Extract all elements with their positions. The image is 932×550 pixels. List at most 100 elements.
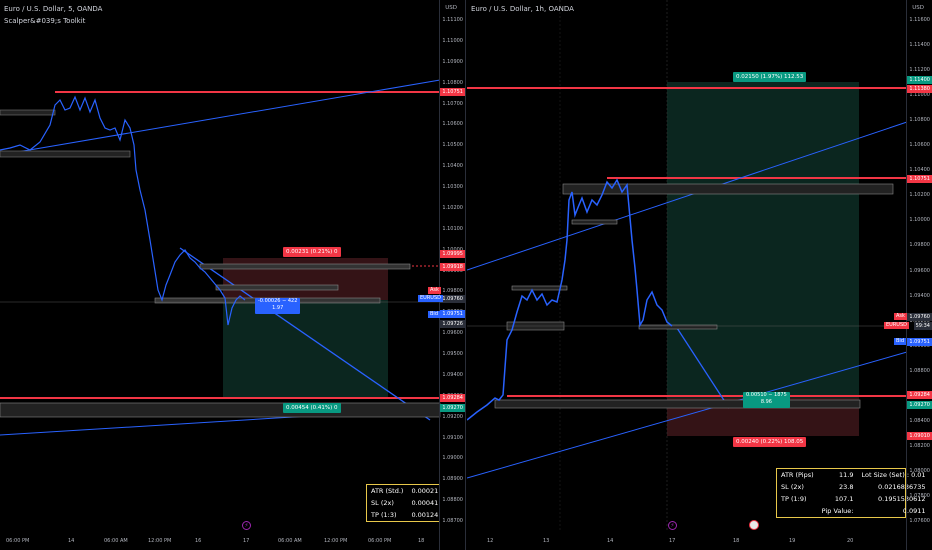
right-chart-panel[interactable]: Euro / U.S. Dollar, 1h, OANDA 0.02150 (1… <box>467 0 932 550</box>
left-time-label: 06:00 AM <box>278 538 302 544</box>
right-time-label: 12 <box>487 538 494 544</box>
left-time-label: 06:00 PM <box>368 538 392 544</box>
right-chart-canvas[interactable] <box>467 0 932 550</box>
right-info-row: SL (2x) 23.8 0.0216836735 <box>777 481 930 493</box>
right-price-tick: 1.11200 <box>909 67 930 74</box>
right-price-tick: 1.10400 <box>909 167 930 174</box>
left-indicator-name[interactable]: Scalper&#039;s Toolkit <box>4 17 86 25</box>
left-info-row: TP (1:3) 0.00124 <box>367 509 442 521</box>
right-price-tick: 1.08800 <box>909 367 930 374</box>
right-info-extra: Lot Size (Set) : 0.01 <box>861 471 926 479</box>
lightning-icon[interactable]: ⚡ <box>242 521 251 530</box>
right-info-extra: 0.1951530612 <box>878 495 926 503</box>
right-time-label: 20 <box>847 538 854 544</box>
left-position-pill: -0.00026 − 422 1.97 <box>255 298 301 314</box>
left-tag-resistance: 1.10751 <box>440 88 465 96</box>
right-ask-label: Ask <box>894 313 907 320</box>
left-time-label: 12:00 PM <box>148 538 172 544</box>
right-price-tick: 1.08200 <box>909 442 930 449</box>
left-time-label: 18 <box>418 538 425 544</box>
left-tag-ask-value: 1.09760 <box>440 295 465 303</box>
right-time-label: 17 <box>669 538 676 544</box>
right-lot-info-box: ATR (Pips) 11.9 Lot Size (Set) : 0.01 SL (… <box>776 468 926 518</box>
right-tag-target2: 1.11380 <box>907 85 932 93</box>
left-price-tick: 1.10900 <box>442 58 463 65</box>
left-price-tick: 1.09500 <box>442 351 463 357</box>
left-tag-stop: 1.09995 <box>440 250 465 258</box>
right-info-label: SL (2x) <box>781 483 804 491</box>
right-chart-title: Euro / U.S. Dollar, 1h, OANDA <box>471 5 574 13</box>
right-symbol-label: EURUSD <box>884 322 909 329</box>
left-position-pill-line1: -0.00026 − 422 <box>258 298 298 304</box>
right-currency-label: USD <box>912 5 924 11</box>
left-info-label: TP (1:3) <box>371 511 397 519</box>
right-price-axis[interactable]: USD 1.11600 1.11400 1.11200 1.11000 1.10800 1… <box>906 0 932 550</box>
right-info-extra: 0.0216836735 <box>878 483 926 491</box>
right-tag-stop: 1.09010 <box>907 432 932 440</box>
left-time-label: 14 <box>68 538 75 544</box>
right-info-value: 23.8 <box>839 483 854 491</box>
left-info-value: 0.00021 <box>411 487 439 495</box>
left-tag-target: 1.09284 <box>440 394 465 402</box>
right-info-label: Pip Value: <box>821 507 854 515</box>
left-symbol-label: EURUSD <box>418 295 443 302</box>
right-position-pill-line1: 0.00510 − 1875 <box>746 392 787 398</box>
left-price-tick: 1.09100 <box>442 434 463 441</box>
left-price-tick: 1.08700 <box>442 518 463 524</box>
right-bid-label: Bid <box>894 338 906 345</box>
right-price-tick: 1.10800 <box>909 117 930 124</box>
left-currency-label: USD <box>445 5 457 11</box>
left-bid-label: Bid <box>428 311 440 318</box>
right-position-pill-line2: 8.96 <box>760 399 772 405</box>
right-info-label: TP (1:9) <box>781 495 807 503</box>
right-price-tick: 1.10600 <box>909 142 930 149</box>
left-time-label: 06:00 AM <box>104 538 128 544</box>
right-info-value: 11.9 <box>839 471 854 479</box>
right-price-tick: 1.10200 <box>909 192 930 199</box>
left-time-label: 16 <box>195 538 202 544</box>
left-time-label: 17 <box>243 538 250 544</box>
lightning-icon[interactable]: ⚡ <box>668 521 677 530</box>
right-price-tick: 1.07800 <box>909 492 930 499</box>
left-chart-title: Euro / U.S. Dollar, 5, OANDA <box>4 5 103 13</box>
left-price-tick: 1.10800 <box>442 79 463 86</box>
right-reward-pill: 0.02150 (1.97%) 112.53 <box>733 72 807 82</box>
left-position-pill-line2: 1.97 <box>272 305 284 311</box>
left-tag-target2: 1.09270 <box>440 404 465 412</box>
left-reward-pill: 0.00454 (0.41%) 0 <box>283 403 341 413</box>
left-atr-info-box: ATR (Std.) 0.00021 SL (2x) 0.00041 TP (1:3… <box>366 484 440 522</box>
left-price-tick: 1.08900 <box>442 476 463 483</box>
right-time-label: 13 <box>543 538 550 544</box>
left-chart-canvas[interactable] <box>0 0 466 550</box>
left-price-tick: 1.09400 <box>442 371 463 378</box>
left-chart-panel[interactable]: Euro / U.S. Dollar, 5, OANDA Scalper&#03… <box>0 0 466 550</box>
left-price-tick: 1.10200 <box>442 204 463 211</box>
right-price-tick: 1.11400 <box>909 42 930 49</box>
left-risk-pill: 0.00231 (0.21%) 0 <box>283 247 341 257</box>
right-tag-target: 1.11400 <box>907 76 932 84</box>
right-info-row: TP (1:9) 107.1 0.1951530612 <box>777 493 930 505</box>
left-price-tick: 1.10000 <box>442 247 463 253</box>
right-price-tick: 1.07600 <box>909 518 930 524</box>
right-tag-ask-value: 1.09760 <box>907 313 932 321</box>
left-info-row: ATR (Std.) 0.00021 <box>367 485 442 497</box>
left-price-tick: 1.10700 <box>442 100 463 107</box>
left-info-label: ATR (Std.) <box>371 487 404 495</box>
left-time-label: 06:00 PM <box>6 538 30 544</box>
right-price-tick: 1.09800 <box>909 242 930 249</box>
left-price-axis[interactable]: USD 1.11100 1.11000 1.10900 1.10800 1.10700 1… <box>439 0 465 550</box>
left-tag-entry: 1.09726 <box>440 320 465 328</box>
left-info-value: 0.00041 <box>411 499 439 507</box>
left-price-tick: 1.11000 <box>442 37 463 44</box>
left-tag-stop2: 1.09918 <box>440 263 465 271</box>
right-price-tick: 1.10000 <box>909 217 930 224</box>
right-price-tick: 1.09400 <box>909 292 930 299</box>
flag-icon[interactable] <box>749 520 759 530</box>
left-price-tick: 1.11100 <box>442 17 463 23</box>
left-info-row: SL (2x) 0.00041 <box>367 497 442 509</box>
left-price-tick: 1.10100 <box>442 225 463 232</box>
right-time-label: 14 <box>607 538 614 544</box>
left-price-tick: 1.09800 <box>442 288 463 295</box>
left-price-tick: 1.09200 <box>442 413 463 420</box>
left-info-value: 0.00124 <box>411 511 439 519</box>
